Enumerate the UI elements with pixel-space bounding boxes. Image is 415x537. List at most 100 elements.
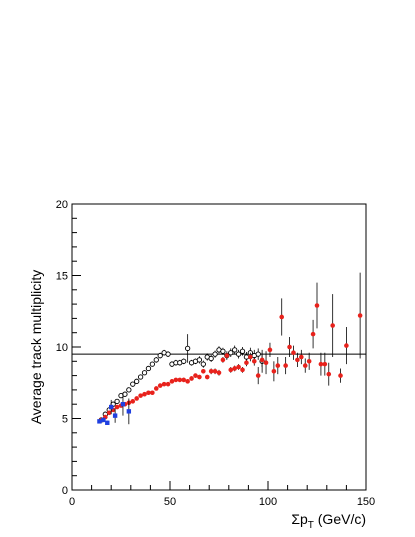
data-point-filled-circle <box>150 390 155 396</box>
data-point-open-circle <box>153 357 159 363</box>
data-point-filled-circle <box>314 303 320 308</box>
y-axis-title: Average track multiplicity <box>28 270 44 425</box>
data-point-open-circle <box>228 350 234 356</box>
data-point-filled-circle <box>161 381 167 387</box>
data-point-filled-square <box>101 417 106 423</box>
data-point-filled-circle <box>114 404 120 410</box>
data-point-filled-circle <box>251 359 257 364</box>
data-point-filled-circle <box>208 369 214 374</box>
data-point-filled-square <box>120 402 126 407</box>
data-point-open-circle <box>235 351 242 357</box>
data-point-filled-square <box>97 419 102 424</box>
data-point-filled-circle <box>306 359 312 364</box>
data-point-filled-circle <box>310 331 316 337</box>
series-filled-square <box>97 392 132 425</box>
data-point-open-circle <box>149 361 156 367</box>
data-point-filled-square <box>109 404 114 410</box>
data-point-filled-circle <box>177 377 183 383</box>
data-point-filled-circle <box>134 396 139 401</box>
data-point-filled-circle <box>220 357 226 363</box>
data-point-filled-circle <box>232 366 237 371</box>
data-point-filled-square <box>105 420 110 425</box>
y-tick-label: 5 <box>62 414 68 426</box>
data-point-open-circle <box>208 355 214 362</box>
y-tick-label: 15 <box>56 271 68 283</box>
data-point-filled-circle <box>267 347 273 353</box>
data-point-filled-circle <box>204 374 210 380</box>
data-point-filled-circle <box>153 386 159 391</box>
data-point-filled-circle <box>157 383 163 388</box>
data-point-open-circle <box>212 351 218 357</box>
data-point-filled-circle <box>338 373 343 378</box>
data-point-filled-circle <box>240 367 245 373</box>
data-point-filled-circle <box>189 376 194 381</box>
data-point-open-circle <box>239 348 246 354</box>
data-point-filled-circle <box>224 353 230 358</box>
data-point-open-circle <box>134 378 140 384</box>
data-point-filled-circle <box>330 323 335 328</box>
data-point-filled-circle <box>146 390 151 396</box>
data-point-filled-circle <box>259 357 265 363</box>
data-marks <box>97 272 363 425</box>
data-point-filled-circle <box>142 391 147 397</box>
data-point-open-circle <box>232 347 238 353</box>
data-point-open-circle <box>157 352 163 359</box>
data-point-filled-circle <box>212 369 218 374</box>
x-axis-title-subscript: T <box>308 520 314 531</box>
data-point-filled-circle <box>318 361 324 367</box>
data-point-filled-circle <box>263 360 269 366</box>
data-point-filled-circle <box>295 357 300 363</box>
data-point-filled-circle <box>173 377 179 383</box>
x-tick-label: 50 <box>164 496 176 508</box>
y-tick-label: 20 <box>56 199 68 211</box>
data-point-filled-circle <box>138 393 143 398</box>
data-point-open-circle <box>165 351 171 357</box>
axes: 0 50 100 150 0 5 10 15 20 <box>56 199 375 508</box>
data-point-filled-circle <box>201 369 206 374</box>
data-point-open-circle <box>114 398 120 404</box>
data-point-filled-circle <box>185 379 190 384</box>
data-point-open-circle <box>141 370 148 376</box>
data-point-filled-circle <box>326 371 332 377</box>
data-point-open-circle <box>184 345 191 352</box>
data-point-filled-circle <box>357 313 363 318</box>
x-axis-title: ΣpT (GeV/c) <box>291 511 366 531</box>
data-point-open-circle <box>122 391 128 397</box>
data-point-filled-circle <box>165 381 171 387</box>
data-point-filled-circle <box>197 374 202 380</box>
data-point-filled-circle <box>236 364 241 370</box>
data-point-filled-circle <box>216 370 222 376</box>
x-axis-title-unit: (GeV/c) <box>314 511 366 527</box>
data-point-open-circle <box>130 381 136 387</box>
data-point-filled-circle <box>248 354 253 360</box>
data-point-filled-circle <box>244 360 249 366</box>
data-point-filled-circle <box>169 379 175 384</box>
data-point-filled-square <box>126 409 132 414</box>
data-point-filled-circle <box>130 399 136 404</box>
data-point-filled-circle <box>302 363 308 368</box>
data-point-open-circle <box>181 358 187 364</box>
data-point-filled-circle <box>344 343 349 348</box>
series-open-circle <box>98 334 265 423</box>
data-point-filled-circle <box>106 410 112 416</box>
x-tick-label: 100 <box>259 496 277 508</box>
x-tick-label: 0 <box>69 496 75 508</box>
y-tick-label: 10 <box>56 342 68 354</box>
data-point-filled-circle <box>287 344 292 350</box>
data-point-filled-circle <box>255 373 261 378</box>
data-point-filled-circle <box>322 361 328 367</box>
data-point-filled-circle <box>291 350 296 356</box>
data-point-filled-circle <box>181 377 187 383</box>
data-point-filled-circle <box>299 354 304 360</box>
data-point-filled-circle <box>275 363 281 368</box>
data-point-filled-circle <box>271 369 277 374</box>
data-point-filled-circle <box>283 363 288 368</box>
data-point-open-circle <box>200 361 206 367</box>
data-point-open-circle <box>196 357 203 363</box>
data-point-open-circle <box>137 374 144 380</box>
data-point-filled-circle <box>279 314 285 320</box>
data-point-open-circle <box>243 354 250 360</box>
x-axis-title-symbol: Σp <box>291 511 308 527</box>
data-point-open-circle <box>255 351 261 357</box>
